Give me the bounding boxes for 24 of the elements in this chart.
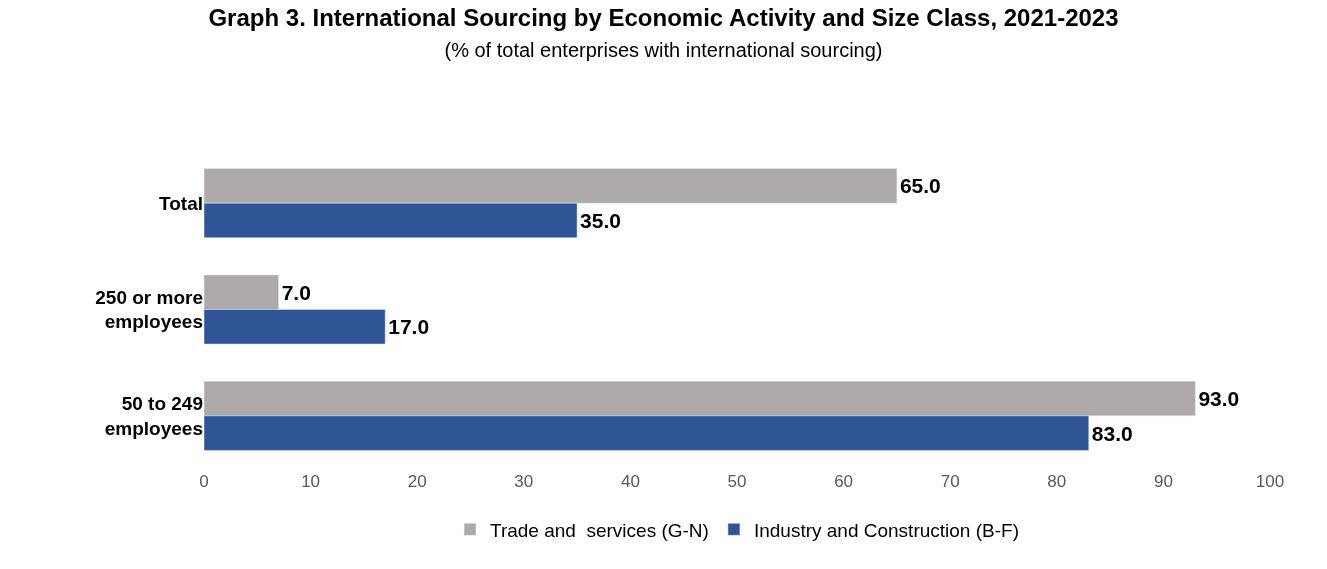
x-tick-label: 50 <box>727 472 747 491</box>
data-label: 35.0 <box>580 208 621 232</box>
x-tick-label: 60 <box>834 472 854 491</box>
x-tick-label: 40 <box>620 472 640 491</box>
x-tick-label: 90 <box>1153 472 1173 491</box>
data-label: 17.0 <box>388 315 430 339</box>
x-tick-label: 70 <box>940 472 960 491</box>
x-tick-label: 30 <box>514 472 534 491</box>
x-tick-label: 20 <box>407 472 427 491</box>
chart-subtitle: (% of total enterprises with international sourcing) <box>444 38 883 61</box>
chart-title: Graph 3. International Sourcing by Economic Activity and Size Class, 2021-2023 <box>208 3 1119 31</box>
y-tick-label: 250 or more employees <box>95 286 203 333</box>
y-tick-label: 50 to 249 employees <box>104 393 203 439</box>
data-label: 65.0 <box>899 174 941 198</box>
x-tick-label: 10 <box>301 472 321 491</box>
data-label: 83.0 <box>1091 421 1133 445</box>
data-label: 7.0 <box>281 280 311 304</box>
x-tick-label: 80 <box>1047 472 1067 491</box>
legend-label: Industry and Construction (B-F) <box>753 519 1019 541</box>
legend-label: Trade and services (G-N) <box>490 519 709 541</box>
x-tick-label: 100 <box>1255 472 1285 491</box>
x-tick-label: 0 <box>199 472 209 491</box>
y-tick-label: Total <box>159 192 203 214</box>
data-label: 93.0 <box>1198 387 1240 411</box>
